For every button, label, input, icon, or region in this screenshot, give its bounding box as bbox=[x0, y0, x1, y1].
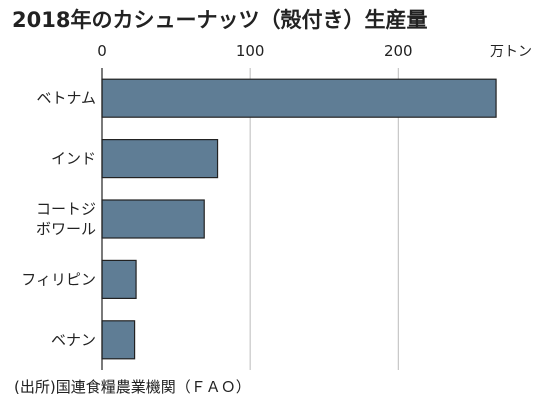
category-label: ベナン bbox=[51, 331, 96, 349]
category-label: インド bbox=[51, 150, 96, 168]
category-label: フィリピン bbox=[21, 270, 96, 288]
category-label-line: コートジ bbox=[36, 200, 96, 218]
category-label-line: ベトナム bbox=[36, 89, 96, 107]
unit-label: 万トン bbox=[490, 44, 532, 60]
category-label-line: ボワール bbox=[36, 220, 96, 238]
bar bbox=[101, 199, 205, 239]
category-label: コートジボワール bbox=[36, 200, 96, 238]
x-tick-label: 200 bbox=[384, 42, 413, 60]
category-label-line: インド bbox=[51, 150, 96, 168]
bar bbox=[101, 78, 497, 118]
x-tick-label: 100 bbox=[236, 42, 265, 60]
category-label: ベトナム bbox=[36, 89, 96, 107]
bar bbox=[101, 139, 219, 179]
category-label-line: ベナン bbox=[51, 331, 96, 349]
bar bbox=[101, 320, 136, 360]
category-label-line: フィリピン bbox=[21, 270, 96, 288]
bar bbox=[101, 259, 137, 299]
x-tick-label: 0 bbox=[97, 42, 107, 60]
chart-title: 2018年のカシューナッツ（殻付き）生産量 bbox=[12, 8, 428, 32]
source-note: (出所)国連食糧農業機関（ＦＡＯ） bbox=[14, 378, 251, 396]
